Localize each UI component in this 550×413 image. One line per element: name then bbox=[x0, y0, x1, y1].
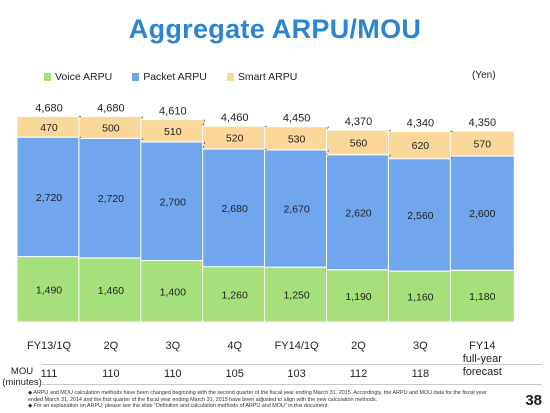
segment-label: 530 bbox=[288, 133, 306, 145]
connector-line bbox=[202, 141, 206, 150]
x-tick-label: 2Q bbox=[351, 340, 366, 352]
bar-segment bbox=[449, 269, 515, 323]
x-tick-label: forecast bbox=[463, 366, 502, 378]
bar-segment bbox=[326, 129, 391, 156]
total-label: 4,340 bbox=[407, 117, 435, 129]
bar-segment bbox=[16, 256, 82, 323]
connector-line bbox=[202, 119, 206, 127]
mou-value: 105 bbox=[225, 368, 244, 380]
mou-value: 103 bbox=[287, 368, 306, 380]
x-tick-label: 3Q bbox=[165, 340, 180, 352]
segment-label: 620 bbox=[412, 140, 430, 152]
x-tick-label: 4Q bbox=[227, 340, 242, 352]
total-label: 4,370 bbox=[345, 116, 373, 128]
legend-swatch bbox=[44, 73, 51, 81]
legend-swatch bbox=[226, 73, 234, 81]
mou-label-line-1: MOU bbox=[10, 366, 34, 377]
segment-label: 1,160 bbox=[407, 292, 433, 304]
segment-label: 1,460 bbox=[98, 285, 124, 297]
x-tick-label: 3Q bbox=[413, 340, 428, 352]
bar-segment bbox=[449, 155, 515, 271]
segment-label: 1,250 bbox=[283, 290, 309, 302]
total-label: 4,680 bbox=[35, 103, 63, 115]
mou-value: 112 bbox=[349, 368, 368, 380]
segment-label: 520 bbox=[226, 133, 244, 145]
bar-segment bbox=[202, 148, 268, 268]
segment-label: 2,700 bbox=[160, 196, 186, 208]
legend-label: Voice ARPU bbox=[55, 71, 113, 83]
x-tick-label: FY13/1Q bbox=[27, 340, 71, 352]
bar-segment bbox=[326, 154, 391, 271]
chart-legend: Voice ARPU Packet ARPU Smart ARPU bbox=[44, 71, 297, 83]
segment-label: 2,720 bbox=[98, 193, 124, 205]
mou-value: 110 bbox=[164, 368, 182, 380]
segment-label: 560 bbox=[350, 137, 368, 149]
connector-line bbox=[388, 154, 391, 159]
legend-item: Smart ARPU bbox=[226, 71, 298, 83]
mou-value: 118 bbox=[411, 368, 430, 380]
mou-label-line-2: (minutes) bbox=[2, 377, 42, 388]
total-label: 4,450 bbox=[283, 113, 311, 125]
segment-label: 2,670 bbox=[283, 204, 309, 216]
legend-item: Packet ARPU bbox=[132, 71, 207, 83]
mou-row-bottom-rule bbox=[42, 384, 542, 385]
segment-label: 1,190 bbox=[345, 291, 371, 303]
mou-row-label: MOU (minutes) bbox=[2, 366, 42, 388]
legend-swatch bbox=[132, 73, 140, 81]
connector-line bbox=[449, 155, 453, 159]
total-label: 4,680 bbox=[97, 103, 125, 115]
bar-segment bbox=[449, 130, 515, 157]
segment-label: 1,400 bbox=[160, 286, 186, 298]
segment-label: 1,260 bbox=[222, 289, 248, 301]
connector-line bbox=[326, 149, 330, 155]
legend-label: Smart ARPU bbox=[237, 71, 298, 83]
connector-line bbox=[388, 129, 391, 132]
legend-item: Voice ARPU bbox=[44, 71, 112, 83]
total-label: 4,460 bbox=[221, 112, 249, 124]
connector-line bbox=[326, 126, 329, 131]
segment-label: 2,620 bbox=[345, 207, 371, 219]
connector-line bbox=[140, 138, 144, 143]
bar-segment bbox=[387, 158, 453, 272]
bar-segment bbox=[264, 266, 330, 323]
connector-line bbox=[140, 116, 144, 120]
segment-label: 1,180 bbox=[469, 291, 495, 303]
x-tick-label: full-year bbox=[463, 353, 502, 365]
segment-label: 2,680 bbox=[222, 203, 248, 215]
footnotes: ◆ ARPU and MOU calculation methods have … bbox=[28, 390, 488, 410]
bar-segment bbox=[326, 269, 391, 323]
segment-label: 2,560 bbox=[407, 210, 433, 222]
footnote-1: ◆ ARPU and MOU calculation methods have … bbox=[28, 390, 487, 403]
x-tick-label: FY14/1Q bbox=[275, 340, 319, 352]
segment-label: 470 bbox=[40, 122, 58, 134]
x-tick-label: FY14 bbox=[469, 340, 495, 352]
segment-label: 1,490 bbox=[36, 284, 62, 296]
x-tick-label: 2Q bbox=[104, 340, 119, 352]
segment-label: 570 bbox=[474, 139, 492, 151]
segment-label: 2,720 bbox=[36, 192, 62, 204]
bar-segment bbox=[202, 266, 268, 323]
segment-label: 500 bbox=[102, 123, 120, 135]
mou-value: 111 bbox=[40, 368, 58, 380]
total-label: 4,350 bbox=[469, 117, 497, 129]
segment-label: 2,600 bbox=[469, 208, 495, 220]
connector-line bbox=[264, 148, 267, 151]
page-number: 38 bbox=[525, 392, 542, 409]
footnote-2: ◆ For an explanation on ARPU, please see… bbox=[28, 403, 330, 409]
legend-label: Packet ARPU bbox=[143, 71, 207, 83]
bar-segment bbox=[387, 130, 453, 160]
mou-value: 110 bbox=[102, 368, 120, 380]
mou-row-top-rule bbox=[42, 364, 542, 365]
total-label: 4,610 bbox=[159, 106, 187, 118]
page-title: Aggregate ARPU/MOU bbox=[128, 14, 422, 44]
segment-label: 510 bbox=[164, 126, 182, 138]
connector-line bbox=[78, 136, 82, 139]
unit-label: (Yen) bbox=[472, 70, 496, 81]
